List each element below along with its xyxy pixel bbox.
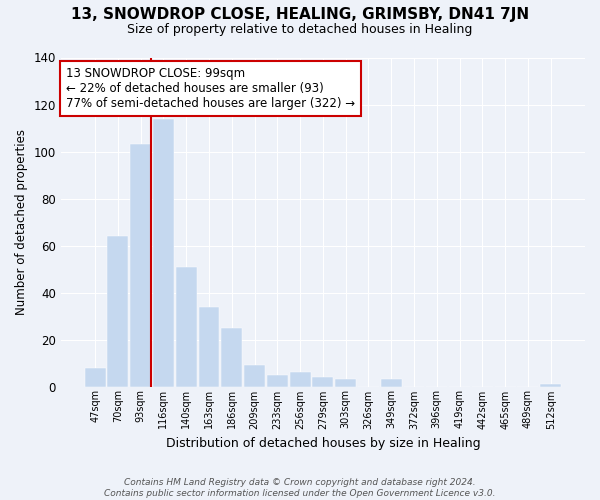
X-axis label: Distribution of detached houses by size in Healing: Distribution of detached houses by size … bbox=[166, 437, 480, 450]
Text: Contains HM Land Registry data © Crown copyright and database right 2024.
Contai: Contains HM Land Registry data © Crown c… bbox=[104, 478, 496, 498]
Bar bbox=[221, 328, 242, 386]
Bar bbox=[153, 118, 174, 386]
Bar bbox=[540, 384, 561, 386]
Bar bbox=[130, 144, 151, 386]
Y-axis label: Number of detached properties: Number of detached properties bbox=[15, 129, 28, 315]
Text: Size of property relative to detached houses in Healing: Size of property relative to detached ho… bbox=[127, 22, 473, 36]
Bar bbox=[381, 380, 402, 386]
Bar bbox=[267, 375, 288, 386]
Bar bbox=[313, 377, 334, 386]
Text: 13 SNOWDROP CLOSE: 99sqm
← 22% of detached houses are smaller (93)
77% of semi-d: 13 SNOWDROP CLOSE: 99sqm ← 22% of detach… bbox=[66, 68, 355, 110]
Bar bbox=[107, 236, 128, 386]
Bar bbox=[199, 306, 220, 386]
Bar bbox=[244, 366, 265, 386]
Bar bbox=[335, 380, 356, 386]
Bar bbox=[176, 266, 197, 386]
Bar bbox=[85, 368, 106, 386]
Bar bbox=[290, 372, 311, 386]
Text: 13, SNOWDROP CLOSE, HEALING, GRIMSBY, DN41 7JN: 13, SNOWDROP CLOSE, HEALING, GRIMSBY, DN… bbox=[71, 8, 529, 22]
